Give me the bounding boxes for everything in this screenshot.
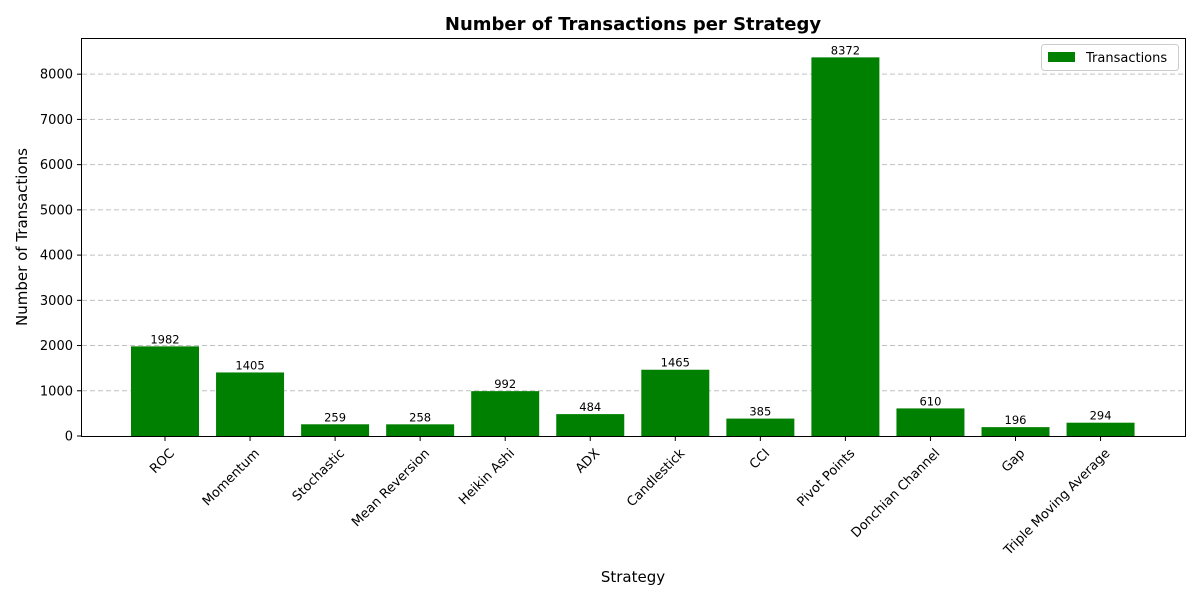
bar-value-label: 484 bbox=[579, 400, 601, 414]
bar-value-label: 258 bbox=[409, 410, 431, 424]
y-tick-label: 7000 bbox=[40, 113, 73, 128]
y-tick-label: 3000 bbox=[40, 294, 73, 309]
bar-value-label: 8372 bbox=[831, 43, 860, 57]
plot-frame bbox=[81, 38, 1186, 437]
legend-box bbox=[1041, 44, 1179, 71]
x-tick-label: Stochastic bbox=[290, 446, 348, 504]
bar-value-label: 294 bbox=[1090, 409, 1112, 423]
bar bbox=[896, 408, 965, 436]
bar bbox=[726, 418, 795, 436]
y-tick-label: 5000 bbox=[40, 203, 73, 218]
legend: Transactions bbox=[1041, 44, 1179, 71]
bar-value-label: 610 bbox=[919, 394, 941, 408]
bar bbox=[981, 427, 1050, 436]
gridlines bbox=[82, 73, 1185, 392]
y-tick-label: 2000 bbox=[40, 339, 73, 354]
bar bbox=[131, 346, 199, 436]
x-tick-label: Mean Reversion bbox=[349, 446, 433, 530]
x-tick-label: ADX bbox=[573, 446, 603, 476]
bar-value-label: 1405 bbox=[235, 358, 264, 372]
x-tick-label: Gap bbox=[999, 446, 1028, 475]
bars bbox=[131, 57, 1135, 437]
bar bbox=[471, 391, 540, 436]
legend-swatch bbox=[1048, 52, 1075, 62]
bar-value-label: 259 bbox=[324, 410, 346, 424]
x-tick-label: Donchian Channel bbox=[849, 446, 944, 541]
x-tick-label: CCI bbox=[747, 446, 773, 472]
bar bbox=[216, 372, 285, 436]
y-tick-label: 4000 bbox=[40, 249, 73, 264]
y-tick-label: 6000 bbox=[40, 158, 73, 173]
bar bbox=[811, 57, 880, 437]
bar bbox=[641, 369, 710, 436]
bar bbox=[556, 414, 625, 436]
bar bbox=[386, 424, 455, 436]
y-tick-label: 1000 bbox=[40, 384, 73, 399]
y-axis-label: Number of Transactions bbox=[13, 148, 31, 326]
bar bbox=[1066, 422, 1135, 436]
y-tick-label: 0 bbox=[65, 430, 73, 445]
x-axis-ticks: ROC Momentum Stochastic Mean Reversion Heiki… bbox=[147, 436, 1113, 559]
bar-value-label: 385 bbox=[749, 405, 771, 419]
chart-title: Number of Transactions per Strategy bbox=[445, 14, 821, 35]
data-labels: 1982 1405 259 258 992 484 1465 385 8372 610 196 294 bbox=[150, 43, 1111, 427]
legend-label: Transactions bbox=[1085, 51, 1167, 66]
bar-value-label: 196 bbox=[1005, 413, 1027, 427]
bar bbox=[301, 424, 370, 436]
bar-value-label: 1465 bbox=[661, 356, 690, 370]
x-tick-label: Candlestick bbox=[624, 446, 688, 510]
y-tick-label: 8000 bbox=[40, 68, 73, 83]
x-axis-label: Strategy bbox=[601, 568, 665, 586]
x-tick-label: ROC bbox=[147, 446, 178, 477]
bar-value-label: 992 bbox=[494, 377, 516, 391]
bar-value-label: 1982 bbox=[150, 332, 179, 346]
x-tick-label: Heikin Ashi bbox=[456, 446, 518, 508]
x-tick-label: Pivot Points bbox=[795, 446, 859, 510]
x-tick-label: Momentum bbox=[200, 446, 263, 509]
y-axis-ticks: 0 1000 2000 3000 4000 5000 6000 7000 8000 bbox=[40, 68, 82, 445]
